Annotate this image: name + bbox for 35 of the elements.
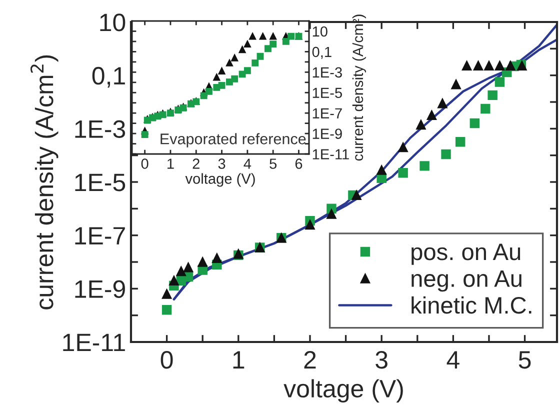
y-tick-label: 10 bbox=[312, 26, 328, 37]
x-axis-title: voltage (V) bbox=[185, 173, 255, 187]
y-tick-label: 1E-9 bbox=[75, 280, 125, 298]
y-tick-label: 1E-9 bbox=[312, 128, 342, 139]
y-tick-label: 1E-11 bbox=[63, 334, 125, 352]
x-tick-label: 0 bbox=[141, 158, 148, 169]
x-tick-label: 4 bbox=[446, 351, 460, 368]
x-tick-label: 0 bbox=[160, 350, 173, 369]
x-tick-label: 3 bbox=[376, 350, 388, 369]
y-tick-label: 1E-5 bbox=[312, 88, 342, 98]
y-tick-label: 1E-7 bbox=[312, 108, 342, 118]
y-axis-title: current density (A/cm²) bbox=[352, 14, 366, 161]
x-tick-label: 5 bbox=[518, 351, 531, 369]
x-tick-label: 4 bbox=[244, 158, 252, 169]
y-tick-label: 1E-3 bbox=[312, 67, 342, 78]
x-tick-label: 1 bbox=[168, 158, 174, 169]
legend-label: pos. on Au bbox=[412, 244, 520, 265]
y-tick-label: 1E-7 bbox=[75, 227, 125, 244]
y-tick-label: 10 bbox=[100, 14, 126, 32]
y-tick-label: 1E-3 bbox=[75, 120, 126, 138]
y-tick-label: 0,1 bbox=[312, 46, 332, 59]
y-tick-label: 0,1 bbox=[92, 66, 125, 88]
x-tick-label: 5 bbox=[270, 158, 277, 169]
annotation: Evaporated reference bbox=[160, 133, 306, 148]
x-tick-label: 2 bbox=[192, 158, 200, 169]
x-tick-label: 1 bbox=[233, 351, 244, 368]
y-tick-label: 1E-5 bbox=[75, 174, 126, 192]
x-tick-label: 3 bbox=[218, 158, 226, 169]
x-axis-title: voltage (V) bbox=[284, 379, 403, 402]
legend-label: neg. on Au bbox=[412, 270, 522, 292]
x-tick-label: 6 bbox=[295, 158, 302, 169]
x-tick-label: 2 bbox=[304, 350, 316, 368]
legend-label: kinetic M.C. bbox=[412, 296, 532, 314]
y-axis-title: current density (A/cm$^{2}$) bbox=[30, 55, 58, 310]
y-tick-label: 1E-11 bbox=[312, 149, 349, 160]
